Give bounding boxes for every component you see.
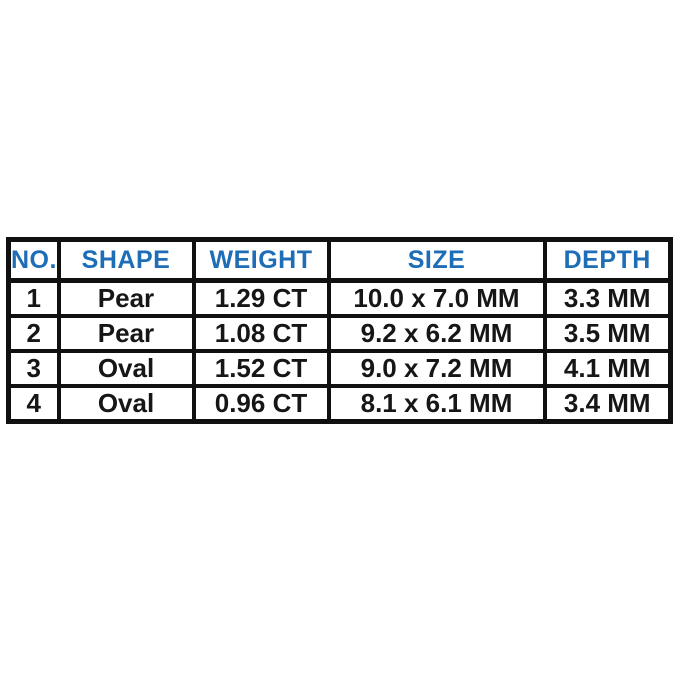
table-row: 2 Pear 1.08 CT 9.2 x 6.2 MM 3.5 MM xyxy=(6,314,673,353)
col-header-weight: WEIGHT xyxy=(191,237,331,283)
cell-size: 9.2 x 6.2 MM xyxy=(326,314,547,353)
cell-shape: Oval xyxy=(56,384,196,424)
col-header-size: SIZE xyxy=(326,237,547,283)
cell-no: 1 xyxy=(6,278,61,318)
cell-depth: 3.3 MM xyxy=(542,278,673,318)
cell-size: 10.0 x 7.0 MM xyxy=(326,278,547,318)
cell-no: 3 xyxy=(6,349,61,388)
cell-weight: 1.29 CT xyxy=(191,278,331,318)
table-row: 4 Oval 0.96 CT 8.1 x 6.1 MM 3.4 MM xyxy=(6,384,673,424)
gemstone-spec-table-container: NO. SHAPE WEIGHT SIZE DEPTH 1 Pear 1.29 … xyxy=(6,237,673,424)
cell-depth: 3.4 MM xyxy=(542,384,673,424)
cell-shape: Pear xyxy=(56,278,196,318)
cell-size: 8.1 x 6.1 MM xyxy=(326,384,547,424)
cell-depth: 4.1 MM xyxy=(542,349,673,388)
col-header-shape: SHAPE xyxy=(56,237,196,283)
header-row: NO. SHAPE WEIGHT SIZE DEPTH xyxy=(6,237,673,283)
cell-weight: 1.08 CT xyxy=(191,314,331,353)
table-row: 1 Pear 1.29 CT 10.0 x 7.0 MM 3.3 MM xyxy=(6,278,673,318)
cell-no: 2 xyxy=(6,314,61,353)
gemstone-spec-table: NO. SHAPE WEIGHT SIZE DEPTH 1 Pear 1.29 … xyxy=(6,237,673,424)
cell-size: 9.0 x 7.2 MM xyxy=(326,349,547,388)
cell-weight: 0.96 CT xyxy=(191,384,331,424)
cell-weight: 1.52 CT xyxy=(191,349,331,388)
cell-depth: 3.5 MM xyxy=(542,314,673,353)
col-header-depth: DEPTH xyxy=(542,237,673,283)
col-header-no: NO. xyxy=(6,237,61,283)
cell-no: 4 xyxy=(6,384,61,424)
table-row: 3 Oval 1.52 CT 9.0 x 7.2 MM 4.1 MM xyxy=(6,349,673,388)
cell-shape: Oval xyxy=(56,349,196,388)
cell-shape: Pear xyxy=(56,314,196,353)
